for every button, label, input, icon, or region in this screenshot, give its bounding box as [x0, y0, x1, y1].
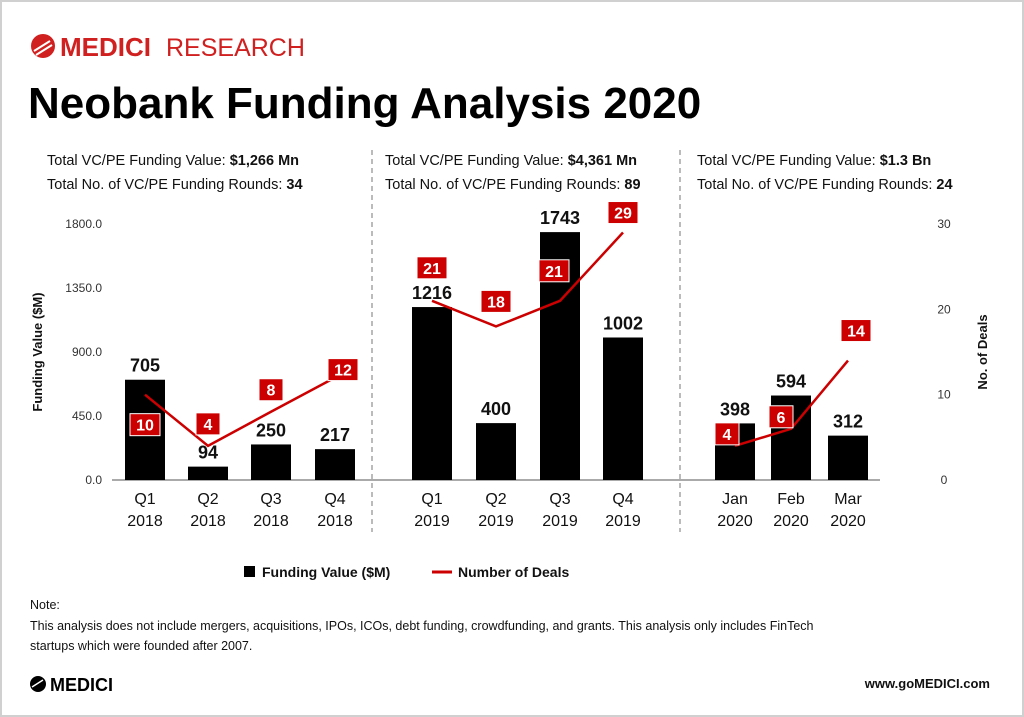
x-tick-label: 2020	[830, 513, 866, 530]
deal-count-label: 18	[487, 294, 505, 311]
y-tick-label: 900.0	[72, 345, 102, 359]
bar-value-label: 94	[198, 443, 218, 463]
svg-text:RESEARCH: RESEARCH	[166, 34, 305, 62]
bar-value-label: 705	[130, 356, 160, 376]
total-funding-rounds: Total No. of VC/PE Funding Rounds: 89	[385, 177, 641, 193]
x-tick-label: Q2	[485, 491, 506, 508]
bar	[476, 423, 516, 480]
y-tick-label: 0.0	[85, 473, 102, 487]
deal-count-badge	[416, 256, 448, 280]
x-tick-label: Feb	[777, 491, 805, 508]
x-tick-label: Q1	[134, 491, 155, 508]
x-tick-label: 2019	[414, 513, 450, 530]
legend-label-funding: Funding Value ($M)	[262, 564, 390, 580]
y2-axis-title: No. of Deals	[975, 314, 990, 389]
total-funding-rounds: Total No. of VC/PE Funding Rounds: 34	[47, 177, 303, 193]
note-heading: Note:	[30, 598, 60, 612]
deal-count-label: 10	[136, 418, 154, 435]
total-funding-value: Total VC/PE Funding Value: $4,361 Mn	[385, 153, 637, 169]
y2-tick-label: 10	[937, 388, 951, 402]
deal-count-label: 21	[423, 261, 441, 278]
y2-tick-label: 30	[937, 217, 951, 231]
bar-value-label: 1216	[412, 283, 452, 303]
bar	[412, 307, 452, 480]
x-tick-label: Q4	[324, 491, 345, 508]
bar	[251, 444, 291, 480]
x-tick-label: Q3	[260, 491, 281, 508]
legend: Funding Value ($M) Number of Deals	[244, 564, 569, 580]
legend-swatch-bar	[244, 566, 255, 577]
deal-count-badge	[607, 201, 639, 225]
deal-count-badge	[327, 358, 359, 382]
total-funding-value: Total VC/PE Funding Value: $1.3 Bn	[697, 153, 931, 169]
deal-count-label: 12	[334, 363, 352, 380]
deals-line	[734, 359, 849, 448]
x-tick-label: Mar	[834, 491, 862, 508]
note-line: This analysis does not include mergers, …	[30, 619, 814, 633]
deal-count-label: 29	[614, 206, 632, 223]
bar	[828, 435, 868, 480]
total-funding-value: Total VC/PE Funding Value: $1,266 Mn	[47, 153, 299, 169]
x-tick-label: Q2	[197, 491, 218, 508]
bar	[188, 466, 228, 480]
deal-count-label: 4	[723, 427, 732, 444]
x-tick-label: Q4	[612, 491, 633, 508]
bar-value-label: 594	[776, 372, 806, 392]
x-tick-label: 2020	[717, 513, 753, 530]
y-axis-title: Funding Value ($M)	[30, 292, 45, 411]
y-tick-label: 450.0	[72, 409, 102, 423]
deal-count-label: 6	[777, 410, 786, 427]
x-tick-label: 2018	[253, 513, 289, 530]
deal-count-badge	[538, 259, 570, 283]
deal-count-label: 21	[545, 264, 563, 281]
bar-value-label: 1002	[603, 313, 643, 333]
bar-value-label: 400	[481, 399, 511, 419]
deals-line	[144, 376, 336, 448]
deal-count-badge	[714, 422, 740, 446]
deal-count-badge	[480, 289, 512, 313]
bar	[315, 449, 355, 480]
deals-line	[431, 231, 624, 328]
y2-tick-label: 20	[937, 302, 951, 316]
footer-medici-logo: MEDICI	[30, 675, 113, 695]
deal-count-label: 4	[204, 417, 213, 434]
deal-count-badge	[195, 412, 221, 436]
x-tick-label: 2018	[127, 513, 163, 530]
bar-value-label: 250	[256, 420, 286, 440]
total-funding-rounds: Total No. of VC/PE Funding Rounds: 24	[697, 177, 953, 193]
bar	[603, 337, 643, 480]
deal-count-badge	[129, 413, 161, 437]
bar-value-label: 217	[320, 425, 350, 445]
deal-count-badge	[840, 319, 872, 343]
svg-text:MEDICI: MEDICI	[50, 675, 113, 695]
x-tick-label: 2018	[190, 513, 226, 530]
x-tick-label: Q1	[421, 491, 442, 508]
deal-count-label: 8	[267, 383, 276, 400]
x-tick-label: 2018	[317, 513, 353, 530]
x-tick-label: 2019	[542, 513, 578, 530]
x-tick-label: 2019	[605, 513, 641, 530]
page-title: Neobank Funding Analysis 2020	[28, 79, 701, 128]
bar-value-label: 398	[720, 399, 750, 419]
x-tick-label: 2020	[773, 513, 809, 530]
y-tick-label: 1350.0	[65, 281, 102, 295]
y2-tick-label: 0	[941, 473, 948, 487]
x-tick-label: Jan	[722, 491, 748, 508]
bar-value-label: 312	[833, 412, 863, 432]
medici-research-logo: MEDICI RESEARCH	[31, 32, 305, 62]
bar-value-label: 1743	[540, 208, 580, 228]
website-link[interactable]: www.goMEDICI.com	[864, 676, 990, 691]
deal-count-label: 14	[847, 324, 865, 341]
note-line: startups which were founded after 2007.	[30, 639, 252, 653]
svg-text:MEDICI: MEDICI	[60, 32, 151, 62]
deal-count-badge	[258, 378, 284, 402]
legend-label-deals: Number of Deals	[458, 564, 569, 580]
y-tick-label: 1800.0	[65, 217, 102, 231]
deal-count-badge	[768, 405, 794, 429]
x-tick-label: 2019	[478, 513, 514, 530]
x-tick-label: Q3	[549, 491, 570, 508]
